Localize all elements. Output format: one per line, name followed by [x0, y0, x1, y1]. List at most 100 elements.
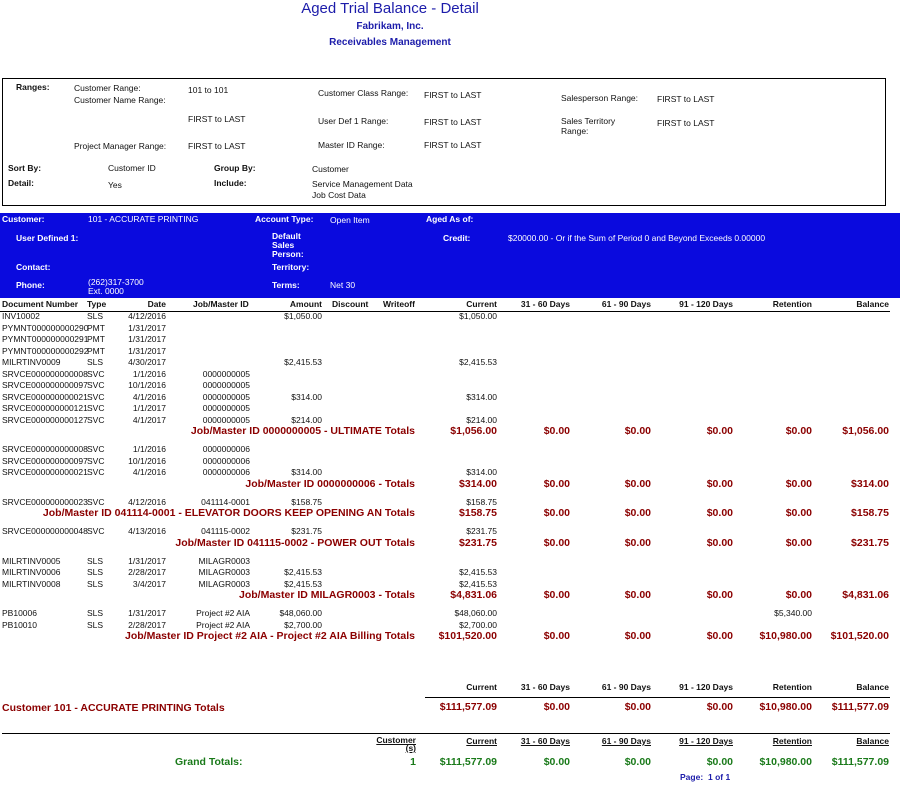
cell-date: 10/1/2016 [128, 455, 166, 466]
total-value: $0.00 [543, 425, 570, 437]
cell-date: 1/1/2016 [132, 368, 166, 379]
total-value: $0.00 [624, 536, 651, 549]
field-label: Credit: [443, 233, 471, 243]
total-value: $101,520.00 [438, 630, 497, 642]
cell-date: 1/1/2016 [132, 444, 166, 454]
total-value: $1,056.00 [842, 425, 889, 437]
cell-doc: SRVCE000000000008 [2, 444, 88, 454]
range-label: Project Manager Range: [74, 141, 167, 151]
cell-date: 4/12/2016 [128, 496, 166, 507]
cell-type: SVC [87, 455, 105, 466]
cell-date: 1/1/2017 [132, 403, 166, 413]
cell-doc: PYMNT000000000291 [2, 334, 89, 344]
grand-total-value: $10,980.00 [759, 756, 812, 768]
cell-current: $2,415.53 [459, 567, 497, 577]
cell-amount: $48,060.00 [279, 608, 322, 618]
totals-header: 31 - 60 Days [520, 682, 570, 692]
range-value: FIRST to LAST [188, 114, 246, 124]
customer-total-value: $10,980.00 [759, 701, 812, 713]
cell-type: SVC [87, 496, 105, 507]
grand-total-value: $111,577.09 [831, 756, 889, 768]
total-value: $0.00 [624, 477, 651, 490]
total-value: $0.00 [543, 477, 570, 490]
totals-header: 61 - 90 Days [601, 682, 651, 692]
total-value: $0.00 [624, 630, 651, 642]
customer-total-label: Customer 101 - ACCURATE PRINTING Totals [2, 702, 225, 714]
cell-type: SVC [87, 526, 105, 536]
cell-type: SVC [87, 414, 105, 425]
cell-doc: SRVCE000000000097 [2, 455, 88, 466]
total-value: $0.00 [785, 425, 812, 437]
range-label: Master ID Range: [318, 140, 385, 150]
grand-rule [2, 733, 890, 734]
grand-total-value: $0.00 [543, 756, 570, 768]
cell-doc: SRVCE000000000021 [2, 467, 88, 477]
header-rule [0, 311, 890, 312]
cell-type: PMT [87, 322, 105, 333]
cell-current: $231.75 [466, 526, 497, 536]
cell-doc: SRVCE000000000127 [2, 414, 88, 425]
cell-current: $314.00 [466, 391, 497, 402]
field-label: Contact: [16, 262, 51, 272]
cell-date: 4/1/2017 [132, 414, 166, 425]
column-header: Current [466, 299, 497, 309]
grand-total-value: $111,577.09 [439, 756, 497, 768]
range-value: FIRST to LAST [657, 94, 715, 104]
field-label: Aged As of: [426, 214, 474, 224]
cell-type: PMT [87, 334, 105, 344]
cell-type: SLS [87, 311, 104, 321]
cell-current: $2,415.53 [459, 357, 497, 367]
cell-job: MILAGR0003 [198, 567, 251, 577]
cell-doc: SRVCE000000000023 [2, 496, 88, 507]
customer-band [0, 213, 900, 298]
total-value: $0.00 [706, 589, 733, 601]
total-value: $1,056.00 [450, 425, 497, 437]
cell-date: 1/31/2017 [128, 555, 166, 566]
cell-type: SVC [87, 391, 105, 402]
column-header: 61 - 90 Days [601, 299, 651, 309]
ranges-heading: Ranges: [16, 82, 50, 92]
company-name: Fabrikam, Inc. [356, 21, 424, 32]
cell-type: SLS [87, 567, 104, 577]
option-value: Customer [312, 164, 349, 174]
ranges-box [2, 78, 886, 206]
column-header: Type [87, 299, 107, 309]
field-label: Account Type: [255, 214, 314, 224]
cell-amount: $2,415.53 [284, 357, 322, 367]
cell-job: 0000000005 [202, 368, 250, 379]
cell-date: 3/4/2017 [132, 578, 166, 589]
customer-total-value: $0.00 [624, 701, 651, 713]
cell-amount: $158.75 [291, 496, 322, 507]
range-value: FIRST to LAST [424, 117, 482, 127]
cell-type: SVC [87, 444, 105, 454]
totals-header: Retention [772, 682, 812, 692]
cell-doc: SRVCE000000000121 [2, 403, 88, 413]
cell-retention: $5,340.00 [774, 608, 812, 618]
grand-total-value: $0.00 [706, 756, 733, 768]
column-header: 31 - 60 Days [520, 299, 570, 309]
field-value: (262)317-3700 Ext. 0000 [88, 277, 144, 296]
grand-header: Current [466, 736, 497, 746]
cell-type: SVC [87, 380, 105, 390]
total-value: $0.00 [785, 477, 812, 490]
total-value: $0.00 [624, 589, 651, 601]
total-value: $314.00 [851, 477, 889, 490]
cell-doc: SRVCE000000000097 [2, 380, 88, 390]
grand-header: Customer (s) [376, 735, 416, 753]
cell-type: PMT [87, 345, 105, 356]
cell-current: $314.00 [466, 467, 497, 477]
cell-job: 0000000005 [202, 380, 250, 390]
cell-date: 4/13/2016 [128, 526, 166, 536]
cell-doc: PB10006 [2, 608, 37, 618]
grand-total-label: Grand Totals: [175, 756, 243, 768]
total-value: $10,980.00 [759, 630, 812, 642]
field-value: $20000.00 - Or if the Sum of Period 0 an… [508, 233, 766, 243]
cell-current: $158.75 [466, 496, 497, 507]
customer-total-value: $111,577.09 [439, 701, 497, 713]
total-value: $0.00 [785, 589, 812, 601]
cell-amount: $231.75 [291, 526, 322, 536]
total-value: $0.00 [624, 507, 651, 519]
option-value: Yes [108, 180, 122, 190]
cell-doc: PYMNT000000000292 [2, 345, 89, 356]
range-label: Customer Range: [74, 83, 141, 93]
